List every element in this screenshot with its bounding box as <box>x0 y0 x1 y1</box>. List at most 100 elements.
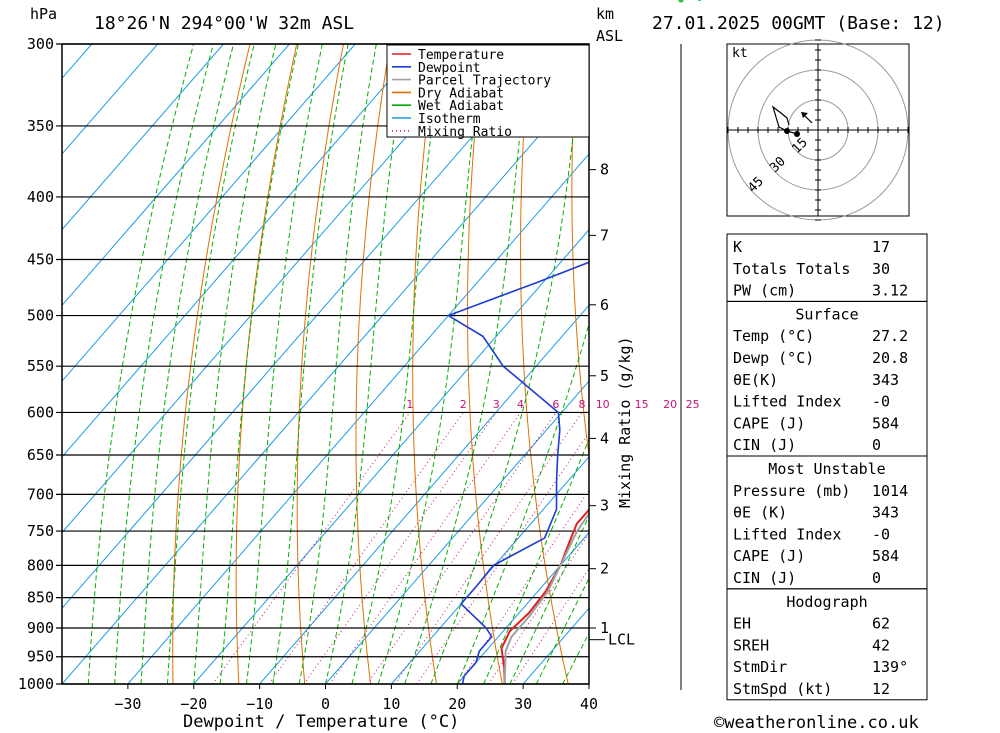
location-title: 18°26'N 294°00'W 32m ASL <box>94 13 354 34</box>
wet-adiabat-line <box>509 514 589 684</box>
table-row-label: SREH <box>733 636 769 654</box>
pressure-grid-lines <box>56 43 589 685</box>
pressure-label: 450 <box>27 251 54 269</box>
km-label: 7 <box>600 226 609 244</box>
table-row-value: 584 <box>872 547 899 565</box>
table-section-title: Surface <box>795 305 858 323</box>
isotherm-line <box>62 44 488 534</box>
table-row-label: EH <box>733 615 751 633</box>
wet-adiabat-line <box>430 44 584 684</box>
mixing-ratio-line <box>416 431 589 684</box>
mixing-ratio-label: 6 <box>552 398 559 411</box>
table-row-label: CAPE (J) <box>733 547 805 565</box>
storm-motion-arrowhead <box>801 112 808 118</box>
km-label: km <box>596 5 614 23</box>
wind-barb-dot <box>678 0 684 3</box>
table-row-label: CAPE (J) <box>733 414 805 432</box>
dry-adiabat-line <box>235 44 298 684</box>
table-row-value: 139° <box>872 658 908 676</box>
table-row-label: Temp (°C) <box>733 327 814 345</box>
table-row-label: Dewp (°C) <box>733 349 814 367</box>
mixing-ratio-labels: 1 2 3 4 6 8 10 15 20 25 <box>406 398 699 411</box>
table-row-value: 42 <box>872 636 890 654</box>
table-row-value: 0 <box>872 436 881 454</box>
table-row-value: 3.12 <box>872 282 908 300</box>
isotherm-line <box>62 44 159 155</box>
km-label: 8 <box>600 161 609 179</box>
legend-label: Temperature <box>418 48 504 63</box>
asl-label: ASL <box>596 27 623 45</box>
wind-barb-column <box>678 0 701 690</box>
km-label: 5 <box>600 367 609 385</box>
dry-adiabat-line <box>467 44 503 684</box>
wet-adiabat-line <box>193 44 277 684</box>
series-dewpoint <box>446 261 589 684</box>
wet-adiabat-line <box>483 437 589 684</box>
legend-label: Wet Adiabat <box>418 99 504 114</box>
pressure-label: 600 <box>27 403 54 421</box>
pressure-label: 550 <box>27 357 54 375</box>
km-label: 2 <box>600 560 609 578</box>
table-row-label: PW (cm) <box>733 282 796 300</box>
wet-adiabat-line <box>166 44 255 684</box>
series-parcel-trajectory <box>503 512 589 684</box>
lcl-label: LCL <box>608 631 635 649</box>
pressure-label: 750 <box>27 522 54 540</box>
isotherm-line <box>62 77 589 684</box>
pressure-label: 350 <box>27 117 54 135</box>
temperature-label: 30 <box>514 695 532 713</box>
isotherm-line <box>62 44 224 231</box>
mixing-ratio-label: 20 <box>663 398 677 411</box>
dry-adiabat-line <box>904 44 1000 684</box>
table-row-value: 12 <box>872 680 890 698</box>
hodograph-unit: kt <box>732 46 748 61</box>
table-row-label: Lifted Index <box>733 393 841 411</box>
indices-table: K 17 Totals Totals 30 PW (cm) 3.12 Surface Temp… <box>726 233 928 701</box>
table-section-title: Hodograph <box>786 593 867 611</box>
table-row-label: Pressure (mb) <box>733 482 850 500</box>
legend-label: Dry Adiabat <box>418 86 504 101</box>
temperature-label: −10 <box>246 695 273 713</box>
copyright-text: ©weatheronline.co.uk <box>714 713 919 733</box>
mixing-ratio-label: 4 <box>517 398 524 411</box>
pressure-tick-labels: 300 350 400 450 500 550 600 650 700 750 800 850 900 9… <box>18 35 54 693</box>
legend-label: Parcel Trajectory <box>418 74 551 89</box>
isotherm-line <box>325 380 589 684</box>
table-row-label: θE(K) <box>733 371 778 389</box>
isotherm-line <box>259 304 589 684</box>
legend-label: Dewpoint <box>418 61 481 76</box>
table-row-label: CIN (J) <box>733 436 796 454</box>
mixing-ratio-line <box>394 412 583 684</box>
table-row-value: -0 <box>872 393 890 411</box>
km-label: 6 <box>600 296 609 314</box>
wet-adiabat-line <box>272 44 349 684</box>
mixing-ratio-label: 25 <box>686 398 700 411</box>
series-temperature <box>500 508 589 684</box>
wet-adiabat-line <box>351 44 444 684</box>
isotherm-line <box>62 44 356 382</box>
table-row-label: CIN (J) <box>733 569 796 587</box>
wet-adiabat-line <box>245 44 323 684</box>
mixing-ratio-line <box>303 412 497 684</box>
temperature-label: −30 <box>114 695 141 713</box>
pressure-label: 800 <box>27 556 54 574</box>
temperature-label: 40 <box>580 695 598 713</box>
km-label: 4 <box>600 429 609 447</box>
table-row-value: 62 <box>872 615 890 633</box>
table-row-value: 27.2 <box>872 327 908 345</box>
mixing-ratio-label: 3 <box>493 398 500 411</box>
mixing-ratio-label: 1 <box>406 398 413 411</box>
temperature-label: −20 <box>180 695 207 713</box>
table-row-value: 20.8 <box>872 349 908 367</box>
isotherm-line <box>62 44 554 610</box>
legend-box <box>386 44 590 138</box>
table-section-box <box>726 588 928 701</box>
plot-frame <box>61 43 590 685</box>
table-row-label: Totals Totals <box>733 260 850 278</box>
legend-label: Isotherm <box>418 112 481 127</box>
table-row-label: θE (K) <box>733 504 787 522</box>
mixing-ratio-label: 10 <box>596 398 610 411</box>
table-section-title: Most Unstable <box>768 460 885 478</box>
